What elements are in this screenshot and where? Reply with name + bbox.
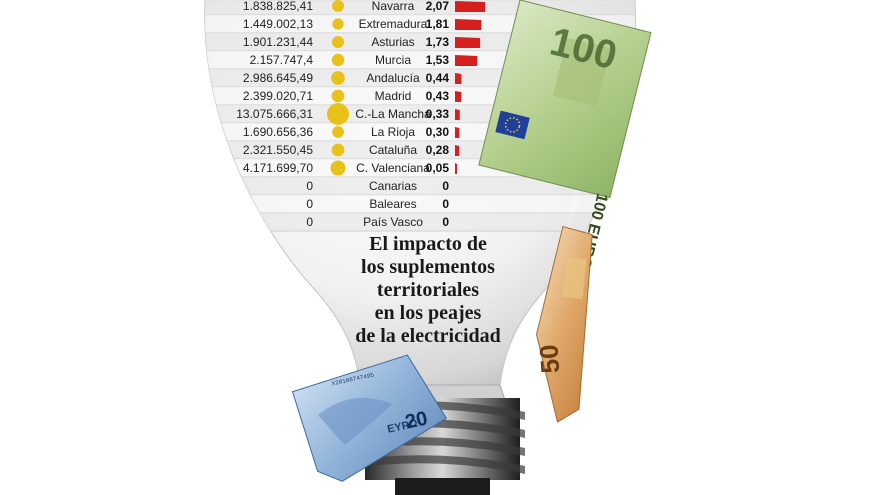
row-value: 2,07 <box>426 0 450 13</box>
row-amount: 4.171.699,70 <box>243 161 313 175</box>
row-value: 1,53 <box>426 53 450 67</box>
amount-bubble <box>332 18 344 30</box>
amount-bubble <box>332 126 344 138</box>
title-line-5: de la electricidad <box>355 325 501 347</box>
value-bar <box>455 19 482 30</box>
banknote-20-euro: X20108747495 EYPΩ 20 <box>291 354 448 482</box>
amount-bubble <box>327 103 349 125</box>
title-line-1: El impacto de <box>369 233 487 255</box>
amount-bubble <box>332 0 344 12</box>
row-value: 0,33 <box>426 107 450 121</box>
row-value: 0,43 <box>426 89 450 103</box>
row-amount: 2.157.747,4 <box>250 53 314 67</box>
row-amount: 13.075.666,31 <box>236 107 313 121</box>
row-amount: 0 <box>306 215 313 229</box>
row-amount: 2.321.550,45 <box>243 143 313 157</box>
table-row-stripe <box>205 195 635 213</box>
title-line-2: los suplementos <box>361 256 495 278</box>
row-region: Navarra <box>372 0 415 13</box>
table-row-stripe <box>205 177 635 195</box>
row-amount: 2.986.645,49 <box>243 71 313 85</box>
value-bar <box>455 37 481 48</box>
row-amount: 1.449.002,13 <box>243 17 313 31</box>
row-region: Canarias <box>369 179 417 193</box>
row-amount: 1.901.231,44 <box>243 35 313 49</box>
amount-bubble <box>331 35 345 49</box>
row-region: Baleares <box>369 197 416 211</box>
row-value: 1,73 <box>426 35 450 49</box>
row-region: Asturias <box>371 35 414 49</box>
row-value: 0 <box>442 215 449 229</box>
value-bar <box>455 163 457 174</box>
amount-bubble <box>331 53 345 67</box>
row-region: Cataluña <box>369 143 417 157</box>
row-value: 1,81 <box>426 17 450 31</box>
row-amount: 1.690.656,36 <box>243 125 313 139</box>
row-region: Murcia <box>375 53 411 67</box>
row-region: Andalucía <box>366 71 420 85</box>
value-bar <box>455 73 462 84</box>
row-value: 0 <box>442 179 449 193</box>
row-region: La Rioja <box>371 125 415 139</box>
row-value: 0,05 <box>426 161 450 175</box>
value-bar <box>455 55 478 66</box>
value-bar <box>455 1 485 12</box>
data-table: 1.838.825,41 Navarra 2,07 1.449.002,13 Extre… <box>236 0 485 229</box>
row-amount: 2.399.020,71 <box>243 89 313 103</box>
value-bar <box>455 127 460 138</box>
row-value: 0,44 <box>426 71 450 85</box>
row-amount: 1.838.825,41 <box>243 0 313 13</box>
value-bar <box>455 109 460 120</box>
row-region: Madrid <box>375 89 412 103</box>
row-value: 0 <box>442 197 449 211</box>
title-line-4: en los peajes <box>375 302 482 324</box>
amount-bubble <box>331 71 345 85</box>
row-amount: 0 <box>306 197 313 211</box>
note-20-denomination: 20 <box>403 408 429 434</box>
table-row-stripe <box>205 213 635 231</box>
title-line-3: territoriales <box>377 279 479 301</box>
row-value: 0,28 <box>426 143 450 157</box>
note-50-denomination: 50 <box>533 343 565 374</box>
row-region: Extremadura <box>359 17 428 31</box>
amount-bubble <box>331 89 345 103</box>
chart-title: El impacto de los suplementos territoria… <box>355 233 501 347</box>
row-region: C. Valenciana <box>356 161 430 175</box>
amount-bubble <box>331 143 345 157</box>
banknote-50-euro: 50 <box>533 225 593 423</box>
value-bar <box>455 91 462 102</box>
row-value: 0,30 <box>426 125 450 139</box>
amount-bubble <box>330 160 346 176</box>
row-amount: 0 <box>306 179 313 193</box>
value-bar <box>455 145 460 156</box>
row-region: C.-La Mancha <box>355 107 431 121</box>
row-region: País Vasco <box>363 215 423 229</box>
